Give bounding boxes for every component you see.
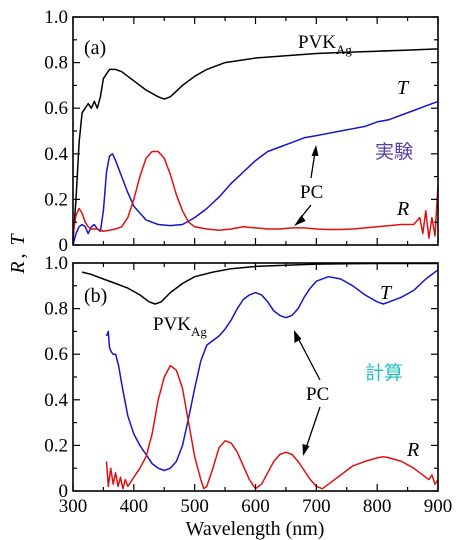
panel-a: 0 0.2 0.4 0.6 0.8 1.0 (a) PVKAg T R 実験 PC bbox=[44, 7, 439, 256]
panel-b-curves bbox=[81, 262, 439, 490]
panel-b-tag: (b) bbox=[84, 285, 107, 307]
panel-a-y-tick-label: 0.8 bbox=[44, 53, 68, 74]
panel-a-ticks: 0 0.2 0.4 0.6 0.8 1.0 bbox=[44, 7, 439, 256]
x-axis-label: Wavelength (nm) bbox=[186, 518, 325, 540]
panel-b-y-tick-label: 0.8 bbox=[44, 299, 68, 320]
panel-b-y-tick-label: 0.6 bbox=[44, 344, 68, 365]
panel-b-r-label: R bbox=[406, 439, 419, 461]
panel-a-y-tick-label: 0.4 bbox=[44, 144, 68, 165]
panel-a-pc-label: PC bbox=[300, 182, 323, 203]
panel-a-series-t-line bbox=[72, 100, 439, 246]
panel-b-y-tick-label: 0.2 bbox=[44, 435, 68, 456]
panel-b-x-tick-label: 500 bbox=[180, 496, 209, 517]
panel-a-frame bbox=[72, 16, 439, 246]
panel-b-y-tick-label: 0.4 bbox=[44, 390, 68, 411]
panel-a-pvk-label: PVKAg bbox=[298, 32, 352, 57]
panel-b-x-tick-label: 800 bbox=[363, 496, 392, 517]
panel-a-r-label: R bbox=[396, 198, 409, 220]
panel-b-x-tick-label: 700 bbox=[302, 496, 331, 517]
panel-b-t-label: T bbox=[380, 282, 393, 304]
panel-a-method-label: 実験 bbox=[375, 141, 413, 163]
panel-a-y-tick-label: 0.2 bbox=[44, 189, 68, 210]
panel-b-series-r-line bbox=[105, 364, 439, 490]
panel-b-x-tick-label: 600 bbox=[241, 496, 270, 517]
panel-b-series-pvk-line bbox=[81, 262, 438, 305]
panel-b-x-tick-label: 300 bbox=[59, 496, 88, 517]
panel-b-pvk-label: PVKAg bbox=[153, 314, 207, 339]
panel-a-t-label: T bbox=[397, 77, 410, 99]
panel-b-pc-arrows bbox=[294, 330, 321, 456]
panel-b: 0 0.2 0.4 0.6 0.8 1.0 300 400 500 600 700 800 900 (b… bbox=[44, 253, 452, 517]
panel-b-method-label: 計算 bbox=[365, 362, 403, 384]
panel-b-pc-label: PC bbox=[306, 384, 329, 405]
panel-b-frame bbox=[72, 262, 439, 492]
panel-a-series-r-line bbox=[72, 150, 439, 239]
panel-a-y-tick-label: 0.6 bbox=[44, 98, 68, 119]
y-axis-label: R,T bbox=[7, 232, 29, 274]
panel-a-tag: (a) bbox=[84, 37, 106, 59]
panel-a-series-pvk-line bbox=[72, 48, 439, 241]
panel-b-y-tick-label: 1.0 bbox=[44, 253, 68, 274]
panel-b-series-t-line bbox=[105, 269, 439, 472]
panel-a-y-tick-label: 0 bbox=[59, 235, 69, 256]
panel-b-y-tick-label: 0 bbox=[59, 481, 69, 502]
panel-b-x-tick-label: 900 bbox=[424, 496, 453, 517]
panel-a-pc-arrows bbox=[294, 145, 319, 226]
panel-a-curves bbox=[72, 48, 439, 246]
panel-b-x-tick-label: 400 bbox=[120, 496, 149, 517]
panel-a-y-tick-label: 1.0 bbox=[44, 7, 68, 28]
